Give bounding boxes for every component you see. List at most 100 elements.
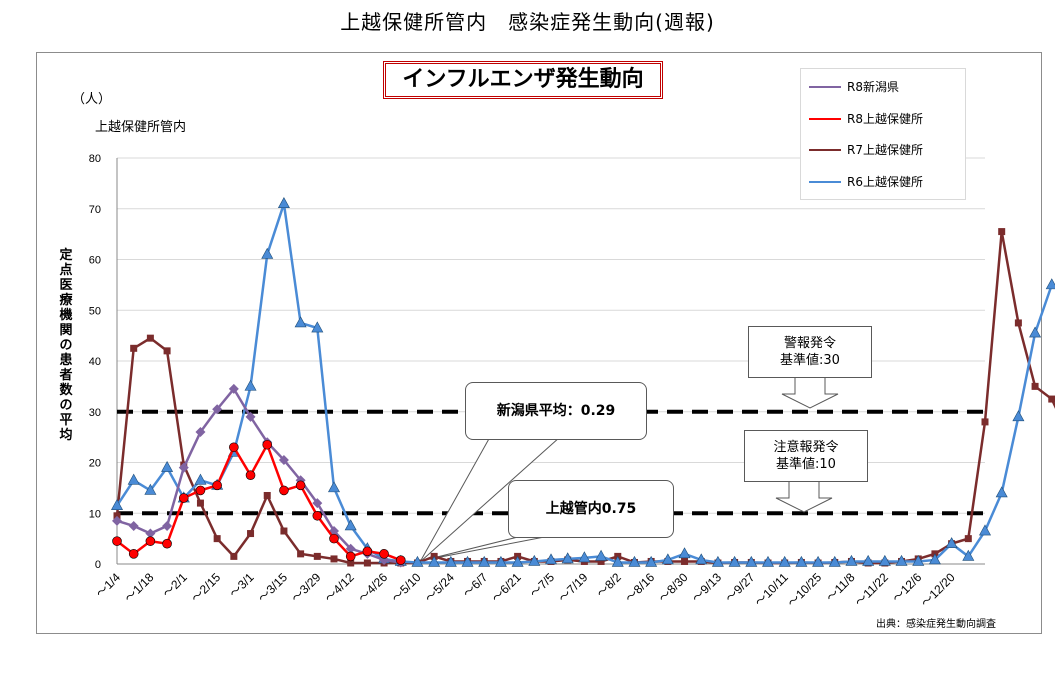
- data-point: [311, 321, 324, 333]
- data-point: [444, 555, 457, 567]
- legend-swatch-r8-joetsu: [809, 118, 841, 120]
- data-point: [895, 554, 908, 566]
- legend-swatch-r7-joetsu: [809, 149, 841, 151]
- y-tick-label: 20: [89, 458, 101, 470]
- data-point: [494, 555, 507, 567]
- data-point: [212, 404, 223, 415]
- data-point: [297, 550, 305, 558]
- y-axis-label: 定点医療機関の患者数の平均: [59, 248, 73, 443]
- data-point: [244, 379, 257, 391]
- data-point: [511, 555, 524, 567]
- data-point: [628, 555, 641, 567]
- data-point: [178, 493, 189, 503]
- y-tick-label: 70: [89, 204, 101, 216]
- data-point: [112, 536, 122, 546]
- x-tick-label: ～2/15: [188, 570, 223, 605]
- data-point: [711, 555, 724, 567]
- data-point: [964, 535, 972, 543]
- data-point: [195, 485, 206, 496]
- data-point: [163, 347, 171, 355]
- y-unit-label: （人）: [72, 92, 112, 107]
- warning-title: 警報発令: [783, 336, 836, 351]
- data-point: [278, 454, 289, 465]
- data-point: [812, 555, 825, 567]
- data-point: [178, 462, 189, 473]
- x-tick-label: ～10/11: [752, 570, 791, 609]
- data-point: [411, 555, 424, 567]
- data-point: [229, 442, 239, 453]
- data-point: [928, 553, 941, 565]
- x-tick-label: ～6/21: [489, 570, 524, 605]
- data-point: [127, 473, 140, 485]
- x-tick-label: ～3/1: [226, 570, 256, 600]
- data-point: [161, 460, 174, 472]
- data-point: [379, 549, 389, 559]
- data-point: [294, 316, 307, 328]
- x-tick-label: ～2/1: [160, 570, 190, 600]
- x-tick-label: ～6/7: [460, 570, 490, 600]
- data-point: [695, 553, 708, 565]
- data-point: [247, 530, 255, 538]
- callout-arrow-warning: [781, 377, 839, 409]
- x-tick-label: ～3/29: [289, 570, 324, 605]
- data-point: [280, 527, 288, 535]
- data-point: [661, 553, 674, 565]
- data-point: [395, 555, 406, 565]
- series-line: [115, 231, 1055, 565]
- warning-value: 基準値:30: [780, 353, 840, 368]
- data-point: [261, 247, 274, 259]
- x-tick-label: ～12/20: [918, 570, 958, 610]
- legend-label-r8-niigata: R8新潟県: [847, 80, 899, 94]
- data-point: [345, 543, 356, 554]
- data-point: [912, 554, 925, 566]
- data-point: [263, 491, 271, 499]
- x-tick-label: ～8/2: [594, 570, 624, 600]
- data-point: [862, 554, 875, 566]
- data-point: [1029, 326, 1042, 338]
- data-point: [681, 557, 689, 565]
- data-point: [1014, 319, 1022, 327]
- data-point: [146, 334, 154, 342]
- x-tick-label: ～1/18: [122, 570, 157, 605]
- data-point: [761, 555, 775, 567]
- data-point: [228, 383, 239, 394]
- x-tick-label: ～7/5: [527, 570, 557, 600]
- data-point: [130, 344, 138, 352]
- data-point: [194, 473, 207, 485]
- data-point: [344, 519, 357, 531]
- x-tick-label: ～4/12: [322, 570, 357, 605]
- legend-label-r6-joetsu: R6上越保健所: [847, 175, 923, 189]
- data-point: [230, 552, 238, 560]
- data-point: [213, 535, 221, 543]
- data-point: [144, 483, 157, 495]
- data-point: [162, 538, 172, 549]
- legend: R8新潟県 R8上越保健所 R7上越保健所 R6上越保健所: [800, 68, 966, 200]
- page-title: 上越保健所管内 感染症発生動向(週報): [340, 10, 715, 34]
- data-point: [1012, 410, 1025, 422]
- callout-joetsu-average-text: 上越管内0.75: [545, 501, 637, 517]
- x-tick-label: ～8/16: [622, 570, 657, 605]
- data-point: [245, 470, 256, 480]
- data-point: [110, 499, 124, 510]
- data-point: [795, 555, 808, 567]
- data-point: [363, 559, 371, 567]
- data-point: [978, 524, 992, 536]
- data-point: [312, 498, 323, 509]
- data-point: [279, 485, 289, 496]
- data-point: [128, 520, 139, 531]
- data-point: [112, 515, 122, 526]
- data-point: [845, 554, 858, 566]
- area-label: 上越保健所管内: [95, 120, 187, 135]
- data-point: [962, 549, 975, 561]
- data-point: [362, 546, 373, 557]
- callout-joetsu-average: 上越管内0.75: [508, 480, 674, 538]
- y-tick-label: 40: [89, 356, 101, 368]
- source-note: 出典：感染症発生動向調査: [876, 619, 996, 630]
- data-point: [428, 555, 441, 567]
- x-tick-label: ～9/13: [689, 570, 724, 605]
- callout-niigata-average: 新潟県平均：0.29: [465, 382, 647, 440]
- advisory-value: 基準値:10: [776, 457, 836, 472]
- advisory-title: 注意報発令: [773, 440, 839, 455]
- data-point: [597, 557, 605, 565]
